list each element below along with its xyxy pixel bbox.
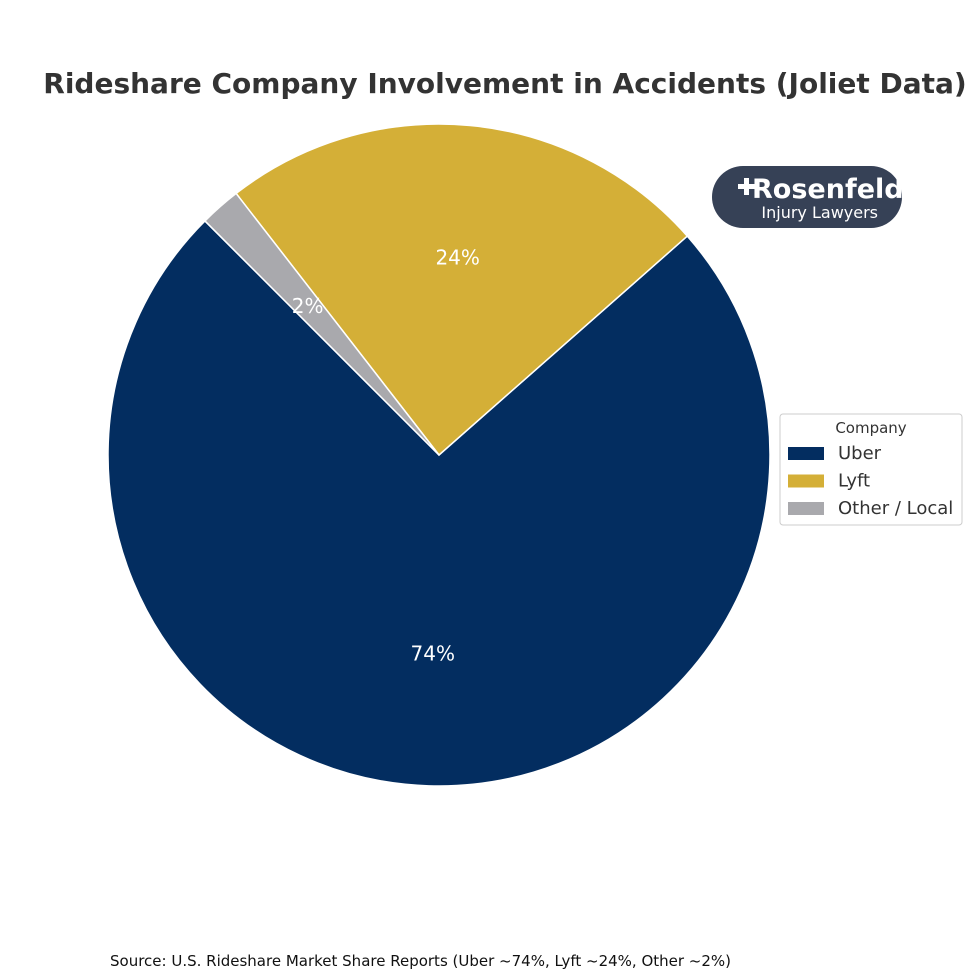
logo-tagline: Injury Lawyers (761, 203, 878, 222)
pie-slice-other-local (203, 192, 440, 456)
legend-swatch (788, 502, 824, 515)
logo-background (712, 166, 902, 228)
legend-label: Other / Local (838, 498, 953, 519)
pie-slices (107, 123, 771, 787)
legend-box (779, 413, 963, 526)
chart-title: Rideshare Company Involvement in Acciden… (43, 67, 966, 100)
legend-label: Lyft (838, 471, 870, 492)
logo-badge: Rosenfeld Injury Lawyers (712, 166, 904, 228)
legend-entries: Uber Lyft Other / Local (788, 443, 953, 519)
legend-swatch (788, 474, 824, 488)
slice-label: 24% (435, 245, 479, 269)
slice-label: 74% (411, 642, 455, 666)
legend-label: Uber (838, 443, 882, 464)
slice-label: 2% (292, 294, 324, 318)
legend-title: Company (835, 419, 906, 437)
slice-labels: 74% 24% 2% (292, 245, 480, 665)
logo-name: Rosenfeld (752, 174, 904, 205)
logo-plus-icon (738, 178, 755, 195)
legend: Company Uber Lyft Other / Local (779, 413, 963, 526)
source-note: Source: U.S. Rideshare Market Share Repo… (110, 952, 731, 970)
pie-slice-uber (107, 219, 771, 787)
pie-slice-lyft (235, 123, 689, 457)
legend-swatch (788, 447, 824, 460)
